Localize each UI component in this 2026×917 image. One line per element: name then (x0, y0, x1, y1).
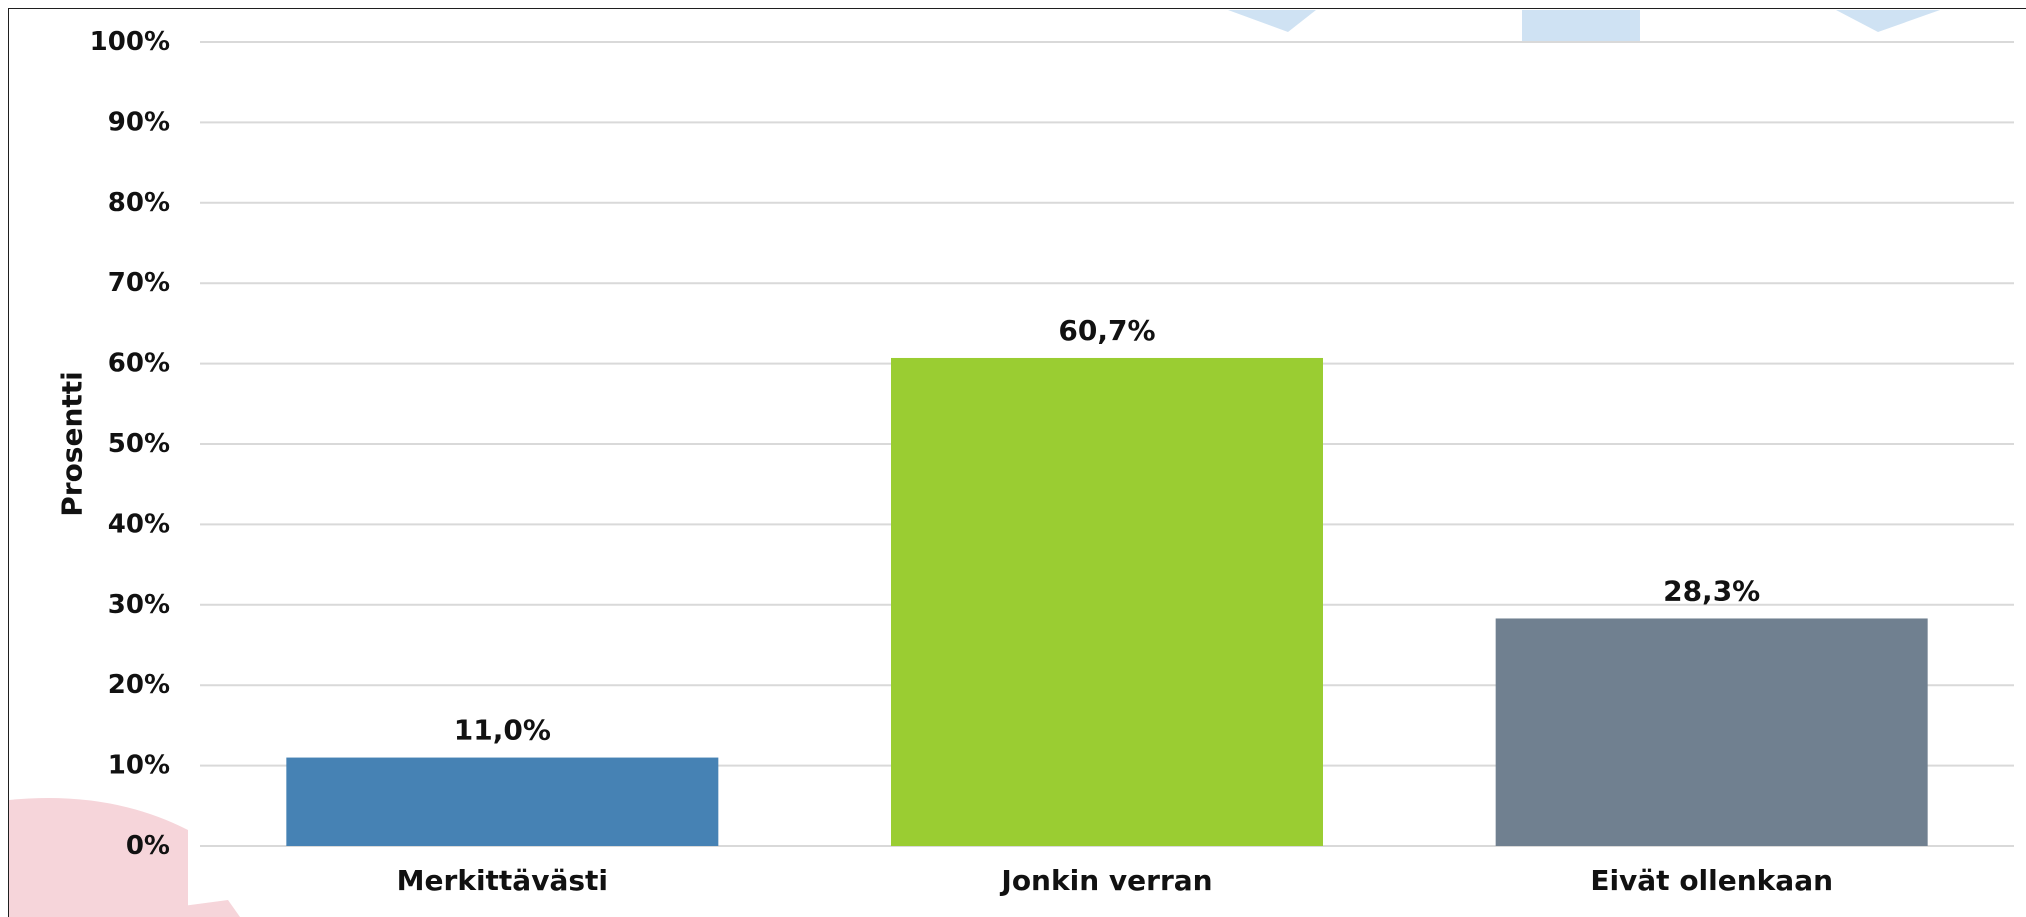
bar (1495, 618, 1928, 846)
decor-blue-triangle-left (1228, 10, 1316, 32)
bars (286, 357, 1928, 846)
y-tick-label: 100% (90, 27, 170, 57)
y-tick-label: 40% (108, 509, 170, 539)
data-label: 60,7% (1058, 314, 1155, 347)
decor-pink-circle (9, 798, 188, 917)
y-tick-label: 80% (108, 188, 170, 218)
decor-pink-wedge (100, 900, 240, 917)
y-tick-label: 70% (108, 268, 170, 298)
y-tick-label: 10% (108, 751, 170, 781)
data-label: 11,0% (454, 714, 551, 747)
y-tick-label: 50% (108, 429, 170, 459)
bar (891, 357, 1323, 846)
decor-blue-triangle-right (1836, 10, 1940, 32)
bar (286, 757, 719, 846)
y-tick-label: 90% (108, 107, 170, 137)
chart-frame (8, 8, 2026, 917)
decor-blue-rect (1522, 10, 1640, 42)
data-label: 28,3% (1663, 574, 1760, 607)
y-tick-label: 30% (108, 590, 170, 620)
y-tick-label: 60% (108, 349, 170, 379)
background-decoration (9, 10, 1940, 917)
category-labels: Merkittävästi Jonkin verran Eivät ollenkaa… (397, 864, 1833, 897)
y-axis-ticks: 0% 10% 20% 30% 40% 50% 60% 70% 80% 90% 100% (90, 27, 170, 861)
category-label: Eivät ollenkaan (1590, 864, 1833, 897)
category-label: Merkittävästi (397, 864, 608, 897)
category-label: Jonkin verran (999, 864, 1212, 897)
y-tick-label: 0% (126, 831, 170, 861)
data-labels: 11,0% 60,7% 28,3% (454, 314, 1760, 747)
y-tick-label: 20% (108, 670, 170, 700)
y-axis-label: Prosentti (56, 371, 89, 517)
